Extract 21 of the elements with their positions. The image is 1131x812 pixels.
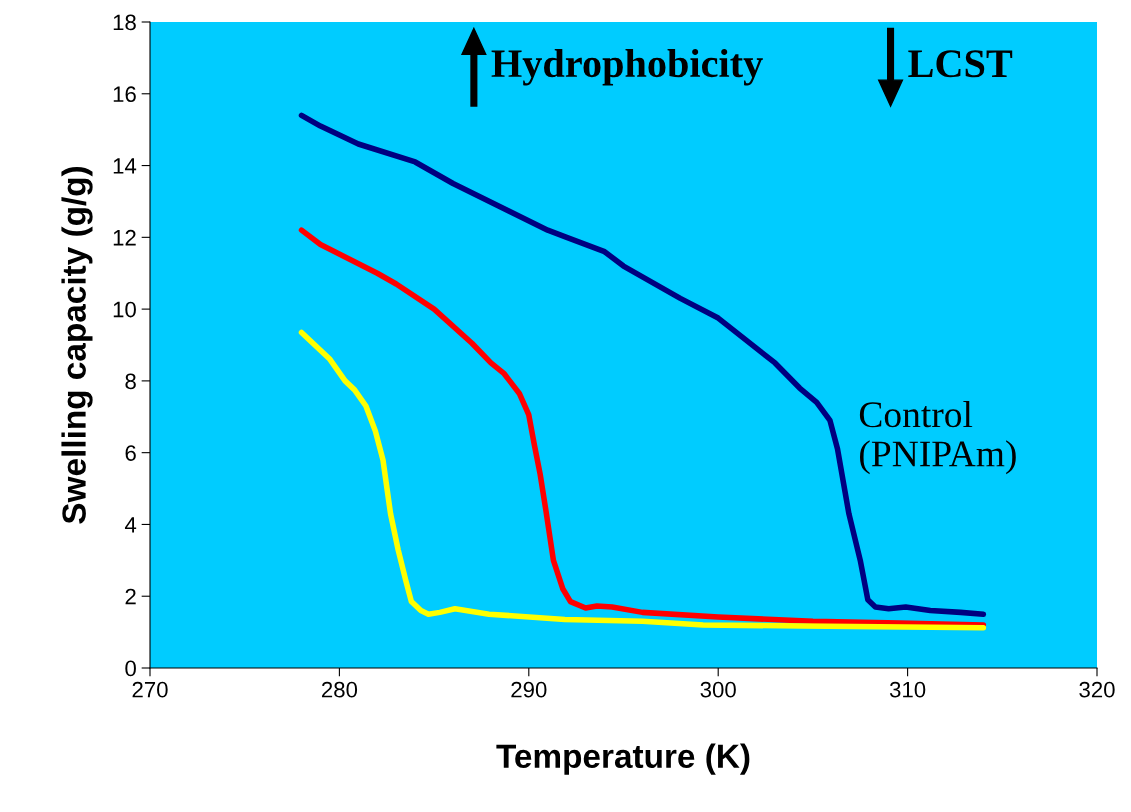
y-tick-label: 6 xyxy=(125,445,136,461)
x-tick-label: 310 xyxy=(889,681,926,698)
x-tick-label: 290 xyxy=(511,681,547,698)
y-tick-label: 16 xyxy=(113,86,136,103)
annotation: LCST xyxy=(908,50,1013,78)
y-tick-label: 18 xyxy=(113,14,136,31)
x-axis-title: Temperature (K) xyxy=(496,743,750,775)
y-tick-label: 12 xyxy=(113,229,136,246)
x-tick-label: 320 xyxy=(1079,681,1115,698)
x-tick-label: 300 xyxy=(700,681,736,698)
y-tick-label: 4 xyxy=(124,517,137,533)
y-tick-label: 2 xyxy=(125,588,136,605)
y-tick-label: 8 xyxy=(125,373,136,390)
y-axis-title: Swelling capacity (g/g) xyxy=(61,166,93,524)
x-tick-label: 270 xyxy=(132,681,168,698)
y-tick-label: 0 xyxy=(125,660,136,677)
annotation: Hydrophobicity xyxy=(491,48,763,86)
x-tick-label: 280 xyxy=(321,681,358,698)
y-tick-label: 14 xyxy=(113,158,137,174)
annotation: Control (PNIPAm) xyxy=(859,400,1016,475)
y-tick-label: 10 xyxy=(113,301,136,318)
